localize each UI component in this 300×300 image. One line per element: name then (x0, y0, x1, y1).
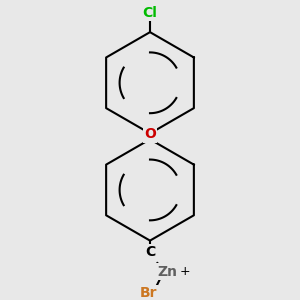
Text: Zn: Zn (158, 265, 178, 279)
Text: Br: Br (139, 286, 157, 300)
Text: +: + (180, 265, 190, 278)
Text: O: O (144, 128, 156, 141)
Text: Cl: Cl (142, 6, 158, 20)
Text: C: C (145, 245, 155, 259)
